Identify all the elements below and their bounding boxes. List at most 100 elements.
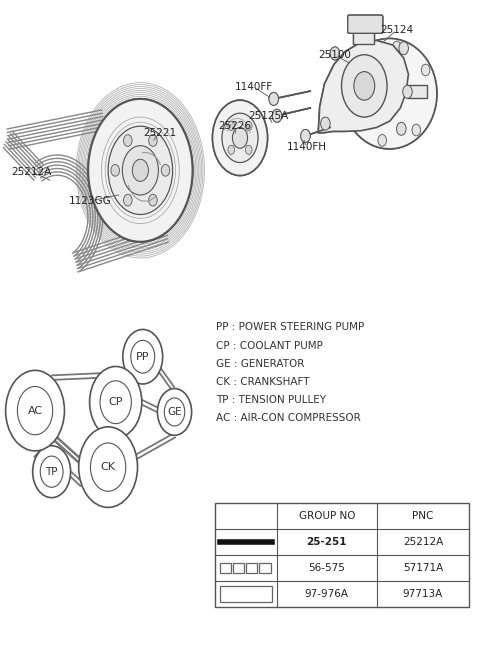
Circle shape — [412, 124, 420, 136]
Circle shape — [132, 159, 148, 181]
Circle shape — [222, 113, 258, 162]
Circle shape — [40, 456, 63, 487]
Circle shape — [342, 55, 387, 117]
Circle shape — [123, 195, 132, 206]
FancyBboxPatch shape — [219, 586, 272, 601]
Circle shape — [269, 92, 278, 105]
Circle shape — [353, 58, 362, 69]
Text: 1140FF: 1140FF — [235, 83, 273, 92]
Text: 25212A: 25212A — [403, 537, 443, 547]
Circle shape — [6, 370, 64, 451]
Circle shape — [321, 117, 330, 130]
Circle shape — [354, 71, 375, 100]
Circle shape — [399, 42, 408, 55]
FancyBboxPatch shape — [348, 15, 383, 33]
Circle shape — [396, 122, 406, 136]
Circle shape — [228, 121, 235, 130]
Circle shape — [123, 135, 132, 146]
Circle shape — [301, 130, 310, 142]
Text: 25124: 25124 — [380, 25, 413, 35]
Circle shape — [228, 145, 235, 155]
Circle shape — [157, 388, 192, 436]
Polygon shape — [318, 41, 408, 133]
Circle shape — [412, 124, 420, 136]
FancyBboxPatch shape — [348, 15, 383, 33]
Circle shape — [149, 195, 157, 206]
Circle shape — [111, 164, 120, 176]
Circle shape — [100, 381, 132, 424]
Circle shape — [378, 134, 386, 146]
Text: 97-976A: 97-976A — [305, 589, 349, 599]
Text: TP: TP — [46, 466, 58, 477]
Polygon shape — [407, 85, 427, 98]
Text: 25125A: 25125A — [248, 111, 288, 121]
Text: GROUP NO: GROUP NO — [299, 511, 355, 521]
Circle shape — [149, 195, 157, 206]
Text: 1123GG: 1123GG — [69, 196, 112, 206]
Circle shape — [213, 100, 267, 176]
Circle shape — [330, 47, 340, 60]
Circle shape — [272, 109, 282, 122]
Circle shape — [346, 104, 355, 116]
Polygon shape — [353, 29, 374, 45]
Ellipse shape — [342, 39, 437, 149]
Text: CK : CRANKSHAFT: CK : CRANKSHAFT — [216, 377, 310, 387]
Text: 1140FH: 1140FH — [287, 142, 326, 152]
Ellipse shape — [342, 39, 437, 149]
Circle shape — [399, 42, 408, 55]
Circle shape — [164, 398, 185, 426]
Circle shape — [123, 329, 163, 384]
Circle shape — [232, 128, 248, 148]
Text: AC: AC — [27, 405, 43, 416]
Circle shape — [213, 100, 267, 176]
Circle shape — [330, 47, 340, 60]
Text: 97713A: 97713A — [403, 589, 443, 599]
Circle shape — [378, 134, 386, 146]
Polygon shape — [407, 85, 427, 98]
Circle shape — [90, 443, 126, 491]
Circle shape — [269, 92, 278, 105]
Circle shape — [393, 41, 401, 53]
Circle shape — [396, 122, 406, 136]
Text: 25212A: 25212A — [11, 166, 51, 177]
Text: CK: CK — [101, 462, 116, 472]
Circle shape — [421, 64, 430, 76]
Circle shape — [79, 427, 137, 508]
Circle shape — [161, 164, 170, 176]
Circle shape — [222, 113, 258, 162]
Circle shape — [111, 164, 120, 176]
Circle shape — [245, 121, 252, 130]
Circle shape — [393, 41, 401, 53]
Text: GE: GE — [167, 407, 182, 417]
Circle shape — [161, 164, 170, 176]
Text: PP : POWER STEERING PUMP: PP : POWER STEERING PUMP — [216, 322, 364, 333]
Circle shape — [131, 341, 155, 373]
Text: CP: CP — [108, 397, 123, 407]
Circle shape — [342, 55, 387, 117]
Circle shape — [123, 195, 132, 206]
Text: PP: PP — [136, 352, 149, 362]
Circle shape — [245, 145, 252, 155]
Text: 25226: 25226 — [219, 121, 252, 131]
Circle shape — [108, 126, 173, 214]
Circle shape — [228, 145, 235, 155]
Text: 25-251: 25-251 — [307, 537, 347, 547]
Circle shape — [33, 445, 71, 498]
Text: 56-575: 56-575 — [308, 563, 345, 572]
Text: TP : TENSION PULLEY: TP : TENSION PULLEY — [216, 395, 326, 405]
Circle shape — [228, 121, 235, 130]
Circle shape — [403, 85, 412, 98]
Circle shape — [88, 99, 192, 242]
Circle shape — [17, 386, 53, 435]
Circle shape — [354, 71, 375, 100]
Circle shape — [88, 99, 192, 242]
Text: 25100: 25100 — [318, 50, 351, 60]
Text: GE : GENERATOR: GE : GENERATOR — [216, 359, 305, 369]
Circle shape — [232, 128, 248, 148]
Circle shape — [149, 135, 157, 146]
Text: AC : AIR-CON COMPRESSOR: AC : AIR-CON COMPRESSOR — [216, 413, 361, 423]
Circle shape — [272, 109, 282, 122]
Circle shape — [123, 135, 132, 146]
Polygon shape — [318, 41, 408, 133]
Circle shape — [90, 366, 142, 438]
